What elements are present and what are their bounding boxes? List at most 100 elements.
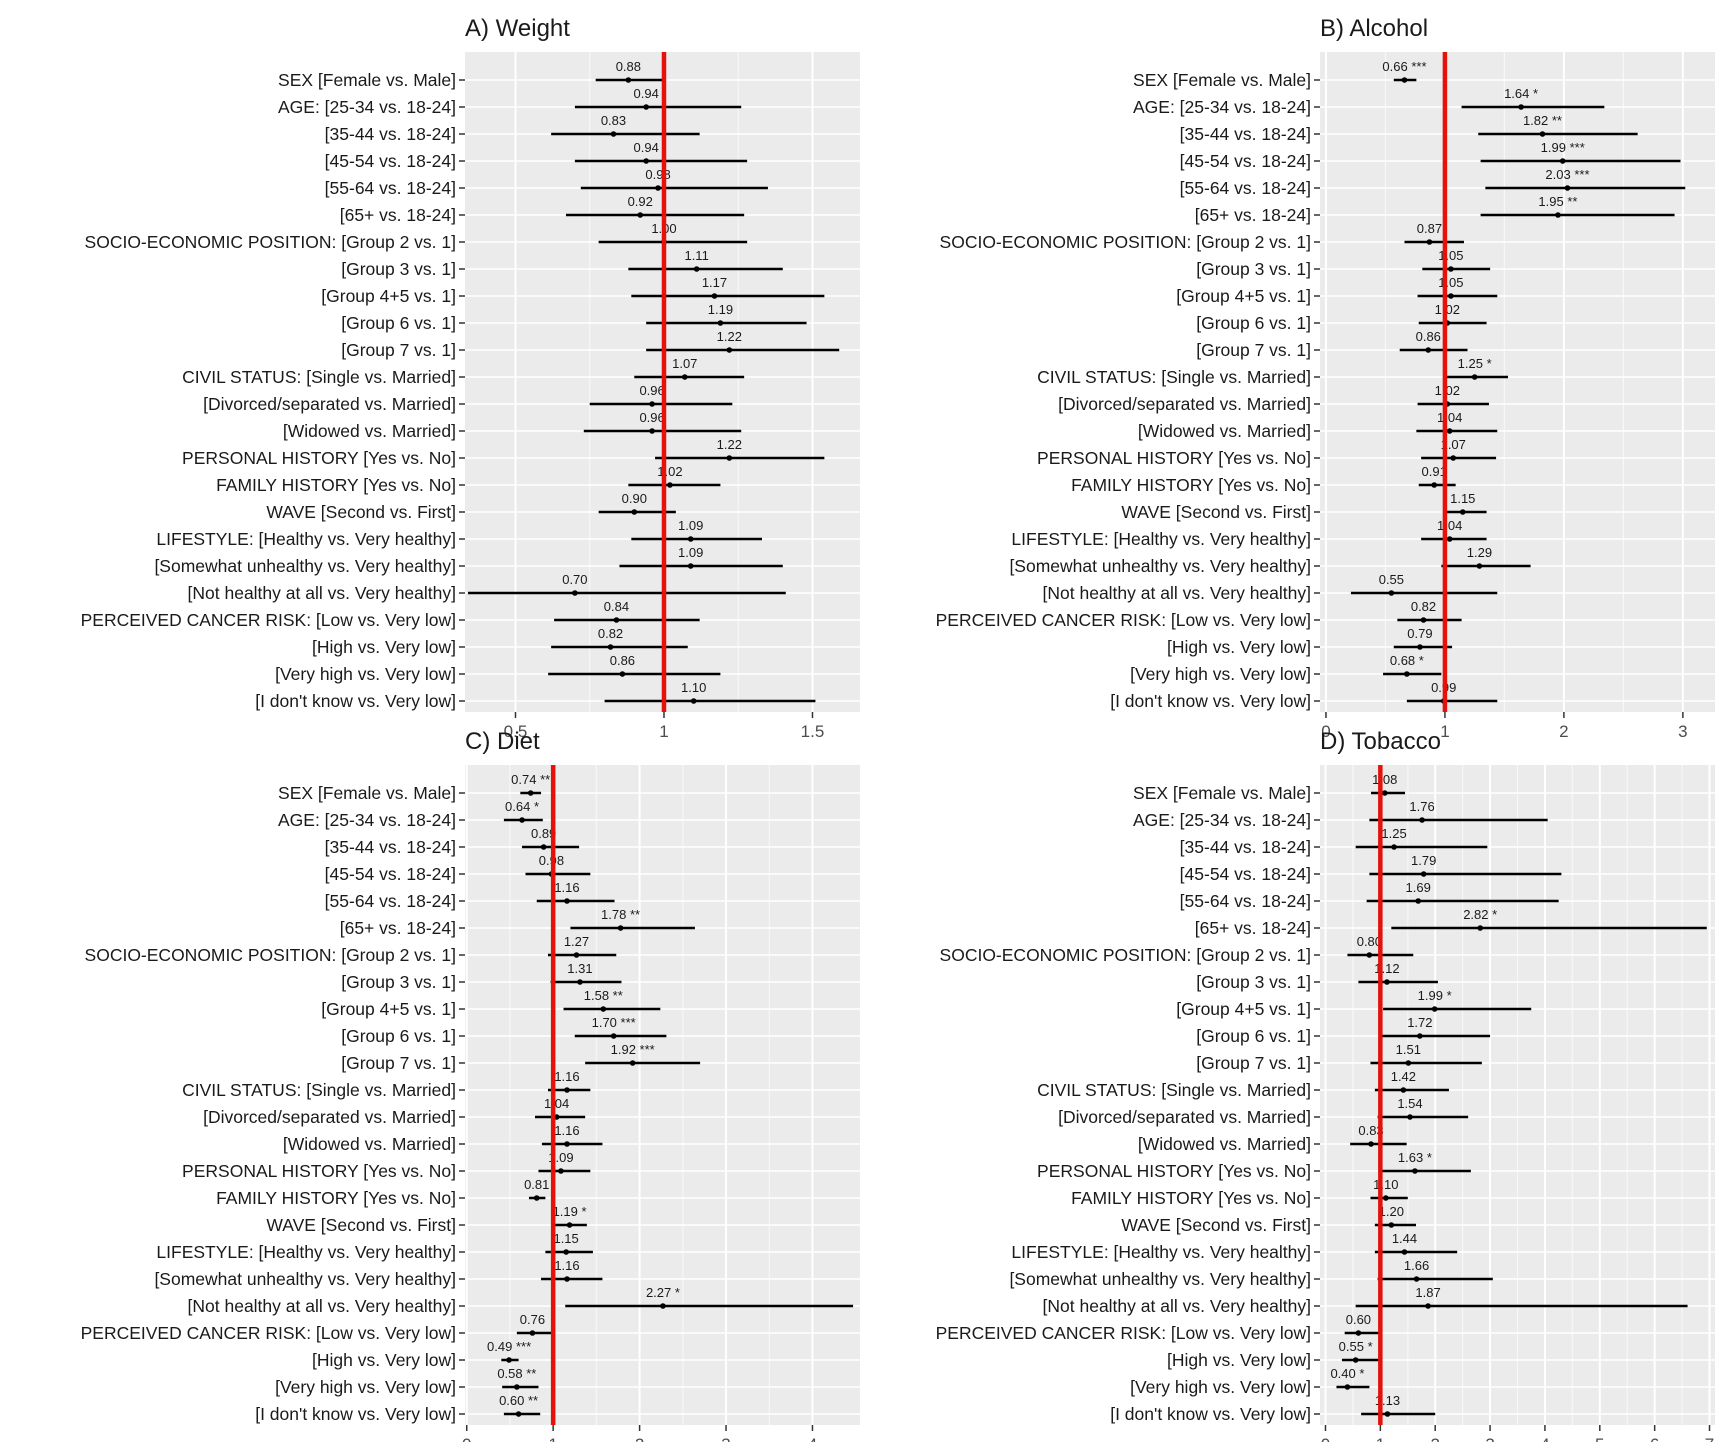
- value-label: 2.03 ***: [1545, 167, 1589, 182]
- row-label: PERSONAL HISTORY [Yes vs. No]: [1037, 448, 1311, 468]
- point-estimate: [619, 671, 626, 677]
- point-estimate: [681, 374, 688, 380]
- row-label: FAMILY HISTORY [Yes vs. No]: [216, 1188, 456, 1208]
- point-estimate: [1413, 1276, 1420, 1282]
- row-label: [Not healthy at all vs. Very healthy]: [1043, 583, 1311, 603]
- point-estimate: [643, 158, 649, 164]
- value-label: 1.20: [1379, 1204, 1404, 1219]
- value-label: 0.64 *: [505, 799, 539, 814]
- value-label: 0.89: [531, 826, 556, 841]
- value-label: 0.92: [628, 194, 653, 209]
- value-label: 0.40 *: [1330, 1366, 1364, 1381]
- point-estimate: [1446, 428, 1453, 434]
- value-label: 1.87: [1415, 1285, 1440, 1300]
- row-label: [65+ vs. 18-24]: [340, 918, 456, 938]
- row-label: [Group 6 vs. 1]: [341, 313, 456, 333]
- point-estimate: [1425, 1303, 1431, 1309]
- value-label: 1.04: [544, 1096, 569, 1111]
- value-label: 1.99 ***: [1541, 140, 1585, 155]
- x-tick-label: 3: [721, 1435, 730, 1442]
- row-label: PERSONAL HISTORY [Yes vs. No]: [182, 448, 456, 468]
- point-estimate: [667, 482, 673, 488]
- value-label: 0.79: [1407, 626, 1432, 641]
- row-label: CIVIL STATUS: [Single vs. Married]: [182, 367, 456, 387]
- row-label: SOCIO-ECONOMIC POSITION: [Group 2 vs. 1]: [85, 232, 456, 252]
- row-label: [Group 7 vs. 1]: [341, 1053, 456, 1073]
- value-label: 1.92 ***: [611, 1042, 655, 1057]
- row-label: [55-64 vs. 18-24]: [1180, 891, 1311, 911]
- row-label: [Widowed vs. Married]: [1138, 421, 1311, 441]
- value-label: 1.69: [1406, 880, 1431, 895]
- row-label: PERSONAL HISTORY [Yes vs. No]: [1037, 1161, 1311, 1181]
- point-estimate: [1415, 898, 1422, 904]
- row-label: PERCEIVED CANCER RISK: [Low vs. Very low…: [936, 610, 1311, 630]
- point-estimate: [1384, 979, 1390, 985]
- value-label: 0.68 *: [1390, 653, 1424, 668]
- row-label: [Group 4+5 vs. 1]: [1176, 286, 1311, 306]
- row-label: [Group 7 vs. 1]: [1196, 1053, 1311, 1073]
- value-label: 0.88: [616, 59, 641, 74]
- point-estimate: [687, 563, 694, 569]
- row-label: [Group 7 vs. 1]: [341, 340, 456, 360]
- value-label: 0.83: [1358, 1123, 1383, 1138]
- x-tick-label: 1: [1376, 1435, 1385, 1442]
- point-estimate: [1419, 817, 1425, 823]
- value-label: 2.82 *: [1463, 907, 1497, 922]
- row-label: [High vs. Very low]: [312, 637, 456, 657]
- point-estimate: [533, 1195, 540, 1201]
- row-label: FAMILY HISTORY [Yes vs. No]: [216, 475, 456, 495]
- row-label: [Divorced/separated vs. Married]: [203, 394, 456, 414]
- row-label: FAMILY HISTORY [Yes vs. No]: [1071, 1188, 1311, 1208]
- value-label: 1.51: [1396, 1042, 1421, 1057]
- point-estimate: [613, 617, 620, 623]
- row-label: CIVIL STATUS: [Single vs. Married]: [1037, 1080, 1311, 1100]
- point-estimate: [1426, 239, 1433, 245]
- point-estimate: [527, 790, 534, 796]
- row-label: LIFESTYLE: [Healthy vs. Very healthy]: [1011, 1242, 1311, 1262]
- point-estimate: [1417, 1033, 1423, 1039]
- value-label: 1.27: [564, 934, 589, 949]
- point-estimate: [1555, 212, 1561, 218]
- point-estimate: [1366, 952, 1373, 958]
- row-label: [Widowed vs. Married]: [283, 421, 456, 441]
- point-estimate: [564, 1141, 570, 1147]
- panel-title: B) Alcohol: [1320, 15, 1428, 42]
- row-label: WAVE [Second vs. First]: [1121, 502, 1311, 522]
- x-tick-label: 2: [1430, 1435, 1439, 1442]
- value-label: 1.12: [1374, 961, 1399, 976]
- x-tick-label: 3: [1678, 722, 1687, 741]
- row-label: [Group 3 vs. 1]: [341, 259, 456, 279]
- value-label: 1.09: [678, 545, 703, 560]
- point-estimate: [1431, 1006, 1438, 1012]
- value-label: 1.82 **: [1523, 113, 1562, 128]
- value-label: 0.96: [639, 410, 664, 425]
- row-label: [45-54 vs. 18-24]: [325, 864, 456, 884]
- point-estimate: [607, 644, 614, 650]
- value-label: 1.64 *: [1504, 86, 1538, 101]
- value-label: 1.29: [1467, 545, 1492, 560]
- point-estimate: [1431, 482, 1438, 488]
- point-estimate: [1355, 1330, 1362, 1336]
- x-tick-label: 4: [808, 1435, 817, 1442]
- row-label: PERCEIVED CANCER RISK: [Low vs. Very low…: [81, 610, 456, 630]
- row-label: WAVE [Second vs. First]: [266, 502, 456, 522]
- row-label: [Divorced/separated vs. Married]: [203, 1107, 456, 1127]
- point-estimate: [655, 185, 661, 191]
- value-label: 1.10: [681, 680, 706, 695]
- row-label: [High vs. Very low]: [1167, 637, 1311, 657]
- value-label: 1.99 *: [1418, 988, 1452, 1003]
- value-label: 1.17: [702, 275, 727, 290]
- value-label: 0.86: [1416, 329, 1441, 344]
- row-label: [Not healthy at all vs. Very healthy]: [188, 583, 456, 603]
- value-label: 1.54: [1397, 1096, 1422, 1111]
- point-estimate: [637, 212, 644, 218]
- value-label: 0.66 ***: [1382, 59, 1426, 74]
- point-estimate: [1450, 455, 1457, 461]
- row-label: [Group 3 vs. 1]: [1196, 259, 1311, 279]
- row-label: [I don't know vs. Very low]: [1110, 1404, 1311, 1424]
- row-label: [45-54 vs. 18-24]: [325, 151, 456, 171]
- value-label: 1.11: [684, 248, 708, 263]
- value-label: 1.95 **: [1538, 194, 1577, 209]
- point-estimate: [649, 401, 655, 407]
- value-label: 0.98: [645, 167, 670, 182]
